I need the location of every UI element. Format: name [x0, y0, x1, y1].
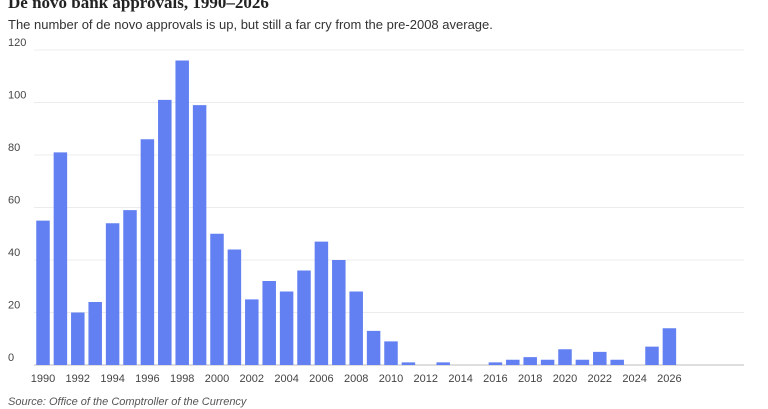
x-tick-label: 2002: [240, 373, 264, 385]
bar-2020: [558, 349, 572, 365]
y-tick-label: 100: [8, 90, 26, 102]
bar-2013: [436, 362, 450, 365]
bar-2023: [610, 359, 624, 365]
x-axis-ticks: 1990 1992 1994 1996 1998 2000 2002 2004 2006 2008…: [31, 373, 682, 385]
y-tick-label: 40: [8, 247, 20, 259]
x-tick-label: 2008: [344, 373, 368, 385]
y-tick-label: 0: [8, 352, 14, 364]
bar-1993: [88, 302, 102, 365]
x-tick-label: 1996: [135, 373, 159, 385]
x-tick-label: 2026: [657, 373, 681, 385]
x-tick-label: 1998: [170, 373, 194, 385]
bar-2010: [384, 341, 398, 365]
y-tick-label: 120: [8, 37, 26, 49]
y-axis-ticks: 0 20 40 60 80 100 120: [8, 37, 26, 364]
x-tick-label: 2000: [205, 373, 229, 385]
bar-1996: [140, 139, 155, 365]
chart-subtitle: The number of de novo approvals is up, b…: [8, 17, 493, 32]
x-tick-label: 2012: [414, 373, 438, 385]
bar-1998: [175, 60, 189, 365]
bar-2002: [245, 299, 259, 365]
bar-2019: [540, 359, 555, 365]
x-tick-label: 2020: [553, 373, 577, 385]
bar-1999: [192, 105, 207, 365]
bar-2017: [506, 359, 520, 365]
x-tick-label: 2018: [518, 373, 542, 385]
bar-1991: [53, 152, 68, 365]
bar-2006: [314, 241, 329, 365]
bars: [36, 60, 677, 365]
bar-1995: [123, 210, 137, 365]
bar-2018: [523, 357, 537, 365]
bar-2007: [332, 260, 346, 365]
bar-2004: [279, 291, 294, 365]
bar-1997: [158, 99, 172, 365]
chart-title: De novo bank approvals, 1990–2026: [8, 0, 269, 12]
x-tick-label: 2010: [379, 373, 403, 385]
bar-2011: [401, 362, 416, 365]
gridlines: [34, 49, 744, 366]
bar-1994: [105, 223, 120, 365]
bar-2005: [297, 270, 311, 365]
bar-1990: [36, 220, 50, 365]
bar-2003: [262, 281, 276, 365]
x-tick-label: 2022: [588, 373, 612, 385]
bar-2008: [349, 291, 363, 365]
bar-2021: [575, 359, 590, 365]
x-tick-label: 2024: [622, 373, 646, 385]
bar-2000: [210, 233, 224, 365]
y-tick-label: 20: [8, 300, 20, 312]
x-tick-label: 1992: [66, 373, 90, 385]
bar-2016: [488, 362, 503, 365]
y-tick-label: 60: [8, 195, 20, 207]
bar-2009: [366, 330, 381, 365]
x-tick-label: 1994: [100, 373, 124, 385]
x-tick-label: 2004: [274, 373, 298, 385]
bar-1992: [71, 312, 85, 365]
x-tick-label: 1990: [31, 373, 55, 385]
x-tick-label: 2006: [309, 373, 333, 385]
bar-2025: [645, 346, 659, 365]
y-tick-label: 80: [8, 142, 20, 154]
x-tick-label: 2016: [483, 373, 507, 385]
bar-2026: [662, 328, 677, 365]
x-tick-label: 2014: [448, 373, 472, 385]
bar-2001: [227, 249, 242, 365]
bar-2022: [593, 351, 607, 365]
